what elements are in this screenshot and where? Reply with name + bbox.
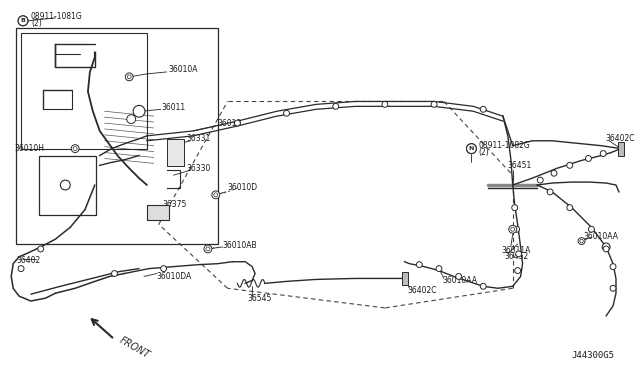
Circle shape <box>610 285 616 291</box>
Circle shape <box>111 270 117 276</box>
Text: 36011: 36011 <box>162 103 186 112</box>
Text: 36010D: 36010D <box>228 183 258 192</box>
Circle shape <box>538 177 543 183</box>
Bar <box>166 139 184 166</box>
Text: 36010AB: 36010AB <box>223 241 257 250</box>
Text: J44300G5: J44300G5 <box>572 351 615 360</box>
Bar <box>39 155 96 215</box>
Circle shape <box>467 144 476 154</box>
Circle shape <box>18 266 24 272</box>
Circle shape <box>18 16 28 26</box>
Text: 36545: 36545 <box>247 294 271 302</box>
Circle shape <box>515 267 520 273</box>
Text: 36375: 36375 <box>163 200 187 209</box>
Circle shape <box>333 103 339 109</box>
Circle shape <box>127 115 136 124</box>
Text: 36010A: 36010A <box>168 65 198 74</box>
Text: 36331: 36331 <box>186 134 211 143</box>
Text: 08911-1081G: 08911-1081G <box>31 12 83 21</box>
Circle shape <box>38 246 44 252</box>
Circle shape <box>18 16 28 26</box>
Circle shape <box>467 144 476 154</box>
Circle shape <box>431 102 437 108</box>
Bar <box>618 142 624 155</box>
Circle shape <box>284 110 289 116</box>
Circle shape <box>234 120 241 126</box>
Circle shape <box>60 180 70 190</box>
Circle shape <box>567 163 573 168</box>
Circle shape <box>480 106 486 112</box>
Circle shape <box>204 245 212 253</box>
Circle shape <box>212 191 220 199</box>
Circle shape <box>551 170 557 176</box>
Text: N: N <box>468 146 474 151</box>
Bar <box>147 205 168 221</box>
Circle shape <box>603 246 609 252</box>
Bar <box>402 272 408 285</box>
Circle shape <box>436 266 442 272</box>
Text: 36011A: 36011A <box>501 246 531 256</box>
Circle shape <box>417 262 422 267</box>
Text: 36010AA: 36010AA <box>442 276 477 285</box>
Circle shape <box>610 264 616 270</box>
Circle shape <box>578 238 585 244</box>
Text: B: B <box>20 18 26 23</box>
Circle shape <box>480 283 486 289</box>
Circle shape <box>547 189 553 195</box>
Circle shape <box>588 226 595 232</box>
Circle shape <box>512 205 518 211</box>
Text: 36010: 36010 <box>218 119 242 128</box>
Circle shape <box>514 226 520 232</box>
Text: (2): (2) <box>478 148 489 157</box>
Text: 36330: 36330 <box>186 164 211 173</box>
Circle shape <box>600 151 606 157</box>
Circle shape <box>133 105 145 117</box>
Circle shape <box>456 273 461 279</box>
Circle shape <box>567 205 573 211</box>
Circle shape <box>586 155 591 161</box>
Circle shape <box>71 145 79 153</box>
Bar <box>21 33 147 149</box>
Circle shape <box>382 102 388 108</box>
Circle shape <box>509 225 516 233</box>
Text: 36010H: 36010H <box>15 144 45 153</box>
Text: 36452: 36452 <box>505 252 529 261</box>
Text: 36402C: 36402C <box>408 286 437 295</box>
Text: (2): (2) <box>31 19 42 28</box>
Text: 36402: 36402 <box>16 256 40 265</box>
Circle shape <box>161 266 166 272</box>
Text: 08911-1082G: 08911-1082G <box>478 141 530 150</box>
Text: 36010DA: 36010DA <box>157 272 192 281</box>
Text: 36451: 36451 <box>508 161 532 170</box>
Text: 36402C: 36402C <box>605 134 635 143</box>
Circle shape <box>602 243 610 251</box>
Bar <box>16 28 218 244</box>
Circle shape <box>516 251 522 257</box>
Circle shape <box>125 73 133 81</box>
Text: FRONT: FRONT <box>117 335 151 360</box>
Text: 36010AA: 36010AA <box>584 232 618 241</box>
